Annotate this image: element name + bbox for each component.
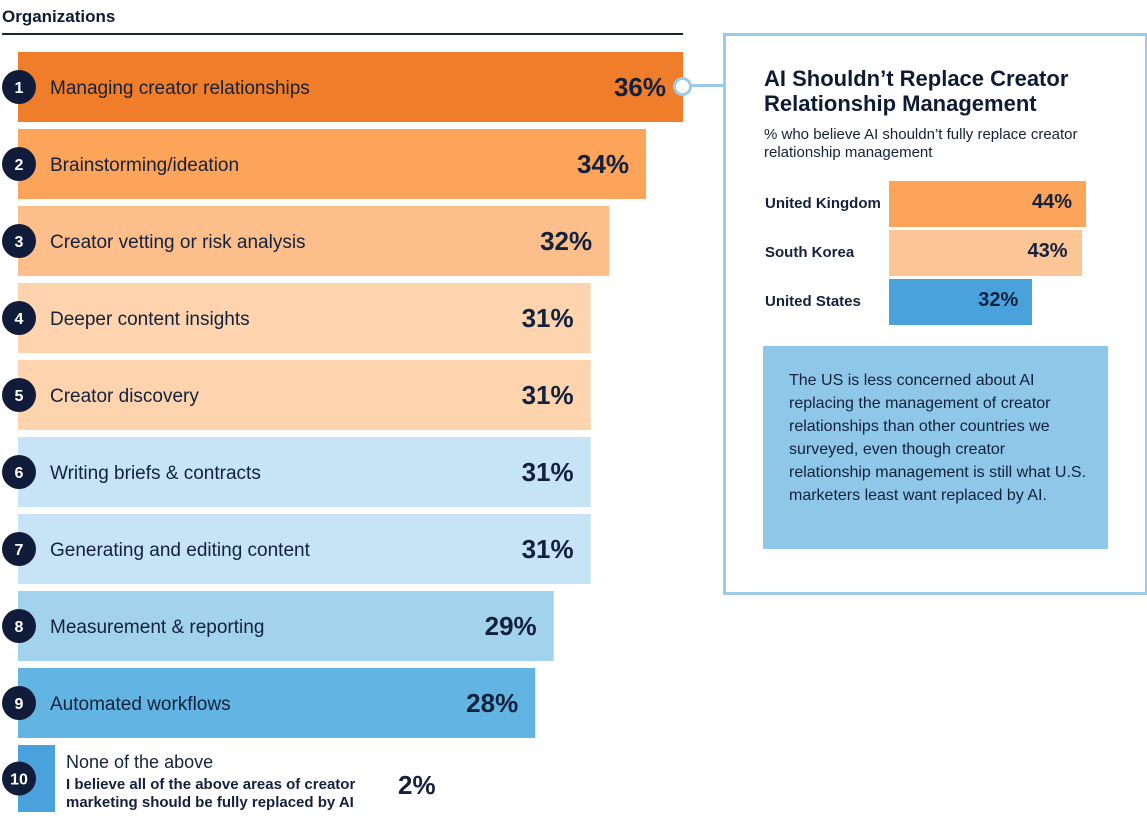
rank-badge: [2, 686, 36, 720]
country-label: United States: [765, 293, 861, 310]
country-label: United Kingdom: [765, 195, 881, 212]
bar-value-label: 28%: [466, 688, 518, 718]
country-value: 43%: [1027, 240, 1068, 262]
bar-value-label: 29%: [485, 611, 537, 641]
country-value: 44%: [1031, 191, 1072, 213]
rank-number: 2: [15, 157, 24, 174]
callout-connector-dot: [673, 77, 692, 96]
rank-badge: [2, 301, 36, 335]
section-divider: [2, 33, 683, 35]
rank-number: 8: [15, 619, 24, 636]
bar-label: Generating and editing content: [50, 540, 311, 561]
bar-value-label: 36%: [614, 72, 666, 102]
bar-label: Brainstorming/ideation: [50, 155, 239, 176]
note-text: The US is less concerned about AI replac…: [789, 372, 1087, 504]
section-title: Organizations: [2, 7, 116, 26]
rank-badge: [2, 70, 36, 104]
side-panel-subtitle: % who believe AI shouldn’t fully replace…: [764, 126, 1078, 161]
side-panel: AI Shouldn’t Replace Creator Relationshi…: [723, 33, 1147, 595]
rank-number: 7: [15, 542, 24, 559]
bar: [18, 514, 591, 584]
bar-value-label: 31%: [522, 457, 574, 487]
rank-number: 10: [10, 772, 28, 789]
last-item-value: 2%: [398, 770, 436, 800]
rank-number: 5: [15, 388, 24, 405]
bar-label: Managing creator relationships: [50, 78, 310, 99]
rank-badge: [2, 378, 36, 412]
rank-badge: [2, 147, 36, 181]
bar: [18, 437, 591, 507]
country-row-uk: United Kingdom 44%: [726, 181, 1145, 227]
rank-number: 6: [15, 465, 24, 482]
bar-label: Automated workflows: [50, 694, 231, 715]
callout-connector: [683, 84, 725, 87]
bar: [18, 52, 683, 122]
country-bar: 44%: [889, 181, 1086, 227]
rank-badge: [2, 455, 36, 489]
rank-number: 1: [15, 80, 24, 97]
bar: [18, 591, 554, 661]
rank-number: 4: [15, 311, 24, 328]
bar: [18, 668, 536, 738]
bar-label: Writing briefs & contracts: [50, 463, 261, 484]
country-bar: 43%: [889, 230, 1082, 276]
bar-value-label: 34%: [577, 149, 629, 179]
main-bar-chart: 1 Managing creator relationships 36% 2 Brain…: [2, 52, 683, 812]
bar-label: Measurement & reporting: [50, 617, 264, 638]
country-row-us: United States 32%: [726, 279, 1145, 325]
rank-badge: [2, 761, 36, 796]
rank-badge: [2, 532, 36, 566]
bar: [18, 360, 591, 430]
rank-badge: [2, 224, 36, 258]
country-bar: 32%: [889, 279, 1033, 325]
last-item-title: None of the above: [66, 752, 214, 772]
country-row-south-korea: South Korea 43%: [726, 230, 1145, 276]
bar-value-label: 32%: [540, 226, 592, 256]
bar-value-label: 31%: [522, 303, 574, 333]
country-label: South Korea: [765, 244, 855, 261]
bar-value-label: 31%: [522, 534, 574, 564]
country-value: 32%: [978, 289, 1019, 311]
rank-badge: [2, 609, 36, 643]
bar-label: Deeper content insights: [50, 309, 250, 330]
rank-number: 9: [15, 696, 24, 713]
bar-label: Creator vetting or risk analysis: [50, 232, 306, 253]
bar: [18, 283, 591, 353]
note-box: The US is less concerned about AI replac…: [763, 346, 1108, 549]
side-panel-title: AI Shouldn’t Replace Creator Relationshi…: [764, 66, 1069, 116]
bar: [18, 206, 610, 276]
last-item-description: I believe all of the above areas of crea…: [66, 776, 356, 811]
rank-number: 3: [15, 234, 24, 251]
bar-value-label: 31%: [522, 380, 574, 410]
bar: [18, 129, 647, 199]
bar-label: Creator discovery: [50, 386, 199, 407]
